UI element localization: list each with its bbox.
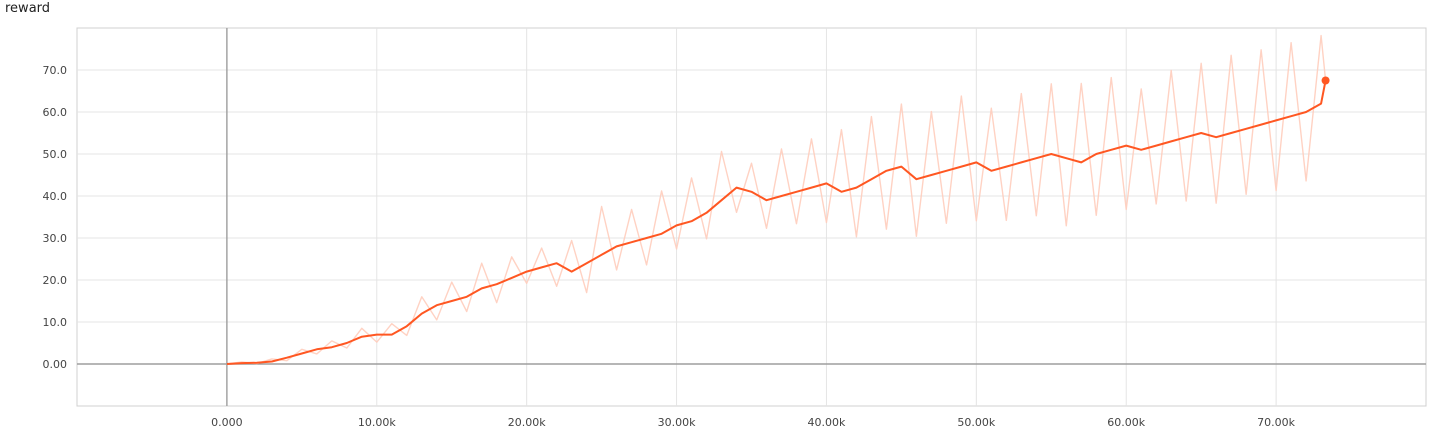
x-tick-label: 60.00k	[1107, 416, 1145, 429]
x-tick-label: 30.00k	[658, 416, 696, 429]
last-value-point	[1321, 76, 1330, 85]
y-tick-label: 50.0	[43, 148, 68, 161]
y-tick-label: 60.0	[43, 106, 68, 119]
grid-layer	[76, 27, 1427, 407]
x-tick-label: 10.00k	[358, 416, 396, 429]
y-tick-label: 10.0	[43, 316, 68, 329]
y-tick-label: 70.0	[43, 64, 68, 77]
x-tick-label: 50.00k	[957, 416, 995, 429]
plot-frame	[76, 27, 1427, 407]
chart-title: reward	[5, 1, 51, 16]
y-tick-label: 0.00	[43, 358, 68, 371]
smoothed-series-layer	[226, 76, 1330, 365]
axis-layer	[77, 28, 1426, 406]
y-tick-label: 20.0	[43, 274, 68, 287]
tick-label-layer: 0.000 10.00k 20.00k 30.00k 40.00k 50.00k 60.00…	[43, 64, 1296, 429]
x-tick-label: 70.00k	[1257, 416, 1295, 429]
x-tick-label: 0.000	[211, 416, 243, 429]
raw-series-layer	[226, 34, 1327, 365]
raw-series-line	[226, 34, 1327, 365]
y-tick-label: 30.0	[43, 232, 68, 245]
smoothed-series-line	[226, 80, 1327, 365]
y-tick-label: 40.0	[43, 190, 68, 203]
x-tick-label: 20.00k	[508, 416, 546, 429]
x-tick-label: 40.00k	[808, 416, 846, 429]
